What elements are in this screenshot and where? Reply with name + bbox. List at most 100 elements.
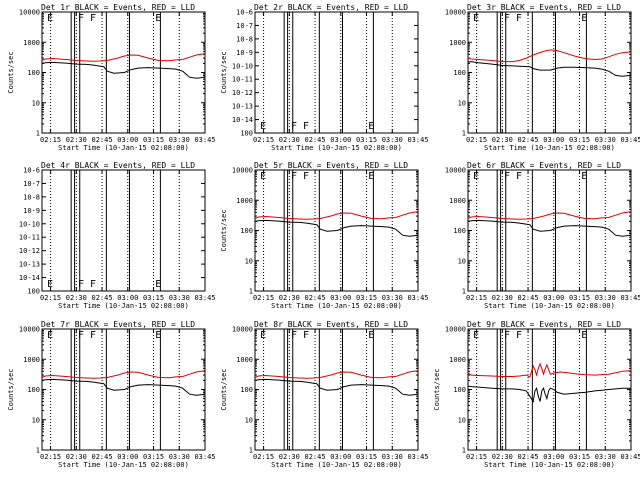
- x-tick-label: 02:30: [279, 453, 300, 461]
- x-tick-label: 03:00: [117, 136, 138, 144]
- y-tick-label: 1000: [23, 39, 40, 47]
- marker-f: F: [504, 171, 510, 182]
- y-tick-label: 10000: [19, 326, 40, 334]
- marker-f: F: [78, 13, 84, 24]
- y-tick-label: 10: [245, 416, 253, 424]
- marker-e: E: [155, 279, 161, 290]
- marker-f: F: [516, 330, 522, 341]
- panel-det1: Det 1r BLACK = Events, RED = LLD10000100…: [7, 3, 216, 152]
- x-tick-label: 02:15: [466, 294, 487, 302]
- marker-e: E: [473, 330, 479, 341]
- y-tick-label: 1000: [236, 356, 253, 364]
- y-axis-label: Counts/sec: [433, 368, 441, 410]
- y-tick-label: 10-11: [232, 76, 253, 84]
- events-curve: [254, 378, 419, 396]
- events-curve: [467, 61, 632, 77]
- marker-f: F: [303, 330, 309, 341]
- x-tick-label: 03:45: [194, 453, 215, 461]
- x-tick-label: 03:15: [569, 136, 590, 144]
- y-axis-label: Counts/sec: [220, 368, 228, 410]
- x-tick-label: 03:00: [330, 136, 351, 144]
- marker-f: F: [78, 279, 84, 290]
- marker-e: E: [47, 330, 53, 341]
- y-tick-label: 10: [458, 257, 466, 265]
- y-tick-label: 10-7: [23, 180, 40, 188]
- y-tick-label: 100: [240, 386, 253, 394]
- x-tick-label: 03:00: [543, 136, 564, 144]
- x-tick-label: 03:00: [330, 453, 351, 461]
- y-tick-label: 100: [27, 69, 40, 77]
- y-tick-label: 10000: [445, 326, 466, 334]
- events-curve: [254, 219, 419, 237]
- y-tick-label: 10-8: [23, 193, 40, 201]
- y-tick-label: 100: [27, 288, 40, 296]
- y-tick-label: 1000: [236, 197, 253, 205]
- x-tick-label: 03:00: [117, 294, 138, 302]
- y-tick-label: 10-10: [232, 62, 253, 70]
- marker-f: F: [291, 121, 297, 132]
- marker-e: E: [368, 330, 374, 341]
- marker-e: E: [473, 171, 479, 182]
- x-axis-label: Start Time (10-Jan-15 02:08:00): [271, 144, 402, 152]
- marker-e: E: [260, 121, 266, 132]
- x-tick-label: 03:45: [620, 453, 640, 461]
- lld-curve: [41, 53, 206, 62]
- y-tick-label: 10-10: [19, 220, 40, 228]
- y-tick-label: 1000: [449, 356, 466, 364]
- y-tick-label: 10-6: [236, 9, 253, 17]
- marker-e: E: [260, 171, 266, 182]
- x-tick-label: 02:30: [492, 136, 513, 144]
- y-tick-label: 10-9: [23, 207, 40, 215]
- y-axis-label: Counts/sec: [220, 209, 228, 251]
- y-tick-label: 10: [458, 416, 466, 424]
- x-tick-label: 03:30: [169, 453, 190, 461]
- x-axis-label: Start Time (10-Jan-15 02:08:00): [484, 461, 615, 469]
- x-tick-label: 03:45: [194, 294, 215, 302]
- x-tick-label: 03:45: [407, 136, 428, 144]
- x-tick-label: 02:30: [492, 453, 513, 461]
- x-tick-label: 03:15: [143, 136, 164, 144]
- x-axis-label: Start Time (10-Jan-15 02:08:00): [58, 461, 189, 469]
- y-tick-label: 1000: [449, 197, 466, 205]
- y-tick-label: 10-8: [236, 35, 253, 43]
- x-tick-label: 02:45: [92, 453, 113, 461]
- events-curve: [467, 385, 631, 403]
- x-tick-label: 03:00: [543, 453, 564, 461]
- y-tick-label: 100: [453, 227, 466, 235]
- panel-det3: Det 3r BLACK = Events, RED = LLD10000100…: [445, 3, 640, 152]
- marker-f: F: [90, 330, 96, 341]
- x-tick-label: 03:15: [356, 136, 377, 144]
- y-tick-label: 1: [249, 447, 253, 455]
- x-tick-label: 02:15: [253, 136, 274, 144]
- events-curve: [41, 61, 206, 79]
- x-tick-label: 03:30: [169, 294, 190, 302]
- y-tick-label: 10000: [232, 167, 253, 175]
- y-tick-label: 10000: [19, 9, 40, 17]
- y-tick-label: 10-12: [19, 247, 40, 255]
- x-tick-label: 03:30: [595, 453, 616, 461]
- x-axis-label: Start Time (10-Jan-15 02:08:00): [484, 302, 615, 310]
- x-tick-label: 02:15: [253, 294, 274, 302]
- y-tick-label: 10-9: [236, 49, 253, 57]
- y-tick-label: 10-6: [23, 167, 40, 175]
- y-tick-label: 1: [36, 447, 40, 455]
- panel-title: Det 6r BLACK = Events, RED = LLD: [467, 161, 621, 170]
- x-tick-label: 03:15: [569, 294, 590, 302]
- y-tick-label: 10-13: [232, 103, 253, 111]
- marker-f: F: [303, 171, 309, 182]
- marker-f: F: [90, 13, 96, 24]
- x-tick-label: 02:15: [40, 294, 61, 302]
- x-tick-label: 02:15: [466, 136, 487, 144]
- x-tick-label: 02:30: [279, 136, 300, 144]
- lld-curve: [467, 211, 632, 220]
- y-tick-label: 10: [245, 257, 253, 265]
- x-tick-label: 02:45: [518, 294, 539, 302]
- x-axis-label: Start Time (10-Jan-15 02:08:00): [58, 302, 189, 310]
- panel-det9: Det 9r BLACK = Events, RED = LLD10000100…: [433, 320, 640, 469]
- x-tick-label: 03:30: [382, 136, 403, 144]
- marker-e: E: [581, 330, 587, 341]
- x-tick-label: 03:00: [330, 294, 351, 302]
